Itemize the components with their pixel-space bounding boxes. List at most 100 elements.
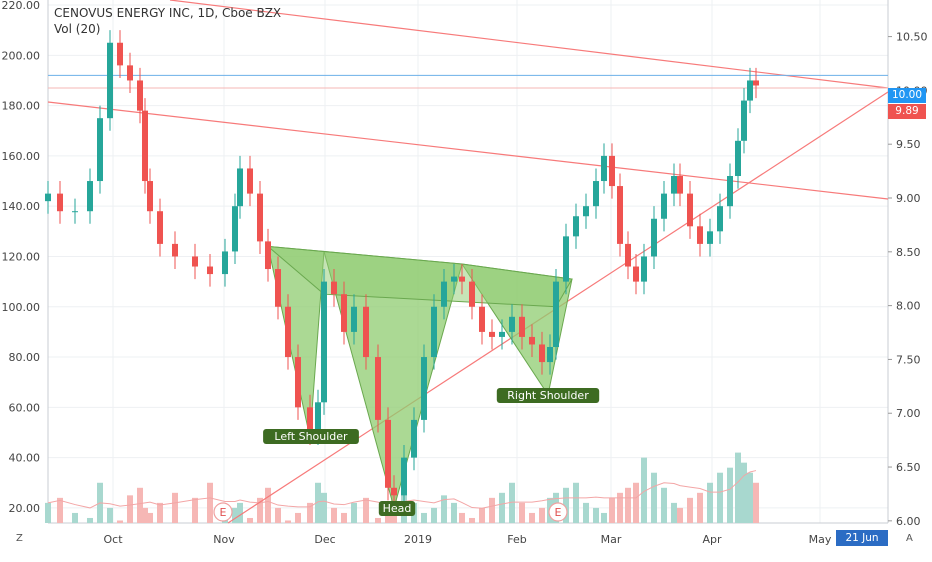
- volume-bar: [563, 487, 569, 523]
- volume-bar: [519, 502, 525, 523]
- last-price-tag: 10.00: [888, 88, 926, 103]
- candle-body: [553, 281, 559, 347]
- left-axis-tick-label: 120.00: [2, 250, 41, 263]
- head-label-bg: [378, 501, 416, 516]
- candle-body: [87, 181, 93, 212]
- price-chart[interactable]: 220.00 200.00 180.00 160.00 140.00 120.00 100.…: [0, 0, 932, 550]
- right-axis-tick-label: 9.00: [896, 192, 921, 205]
- volume-bar: [641, 457, 647, 523]
- candle-body: [741, 100, 747, 141]
- volume-bar: [375, 517, 381, 523]
- volume-bar: [172, 492, 178, 523]
- left-axis-tick-label: 40.00: [9, 452, 41, 465]
- candle-body: [459, 276, 465, 282]
- zoom-button[interactable]: Z: [16, 533, 23, 544]
- candle-body: [331, 281, 337, 295]
- volume-bar: [232, 507, 238, 523]
- candle-body: [625, 243, 631, 267]
- right-axis-tick-label: 7.00: [896, 407, 921, 420]
- volume-indicator-label[interactable]: Vol (20): [54, 22, 101, 36]
- candle-body: [661, 193, 667, 219]
- candle-body: [583, 206, 589, 217]
- candle-body: [295, 357, 301, 408]
- volume-bar: [45, 502, 51, 523]
- volume-bar: [617, 492, 623, 523]
- right-shoulder-label-text: Right Shoulder: [507, 389, 589, 402]
- candle-body: [593, 181, 599, 207]
- left-axis-tick-label: 200.00: [2, 49, 41, 62]
- candle-body: [207, 266, 213, 275]
- candle-body: [707, 231, 713, 244]
- volume-bar: [247, 517, 253, 523]
- left-axis-tick-label: 20.00: [9, 502, 41, 515]
- right-axis-tick-label: 9.50: [896, 138, 921, 151]
- candle-body: [157, 211, 163, 244]
- candle-body: [547, 346, 553, 363]
- volume-bar: [479, 507, 485, 523]
- volume-bar: [57, 497, 63, 523]
- candle-body: [247, 168, 253, 194]
- volume-bar: [529, 512, 535, 523]
- volume-bar: [651, 472, 657, 523]
- volume-bar: [127, 495, 133, 523]
- left-axis-tick-label: 100.00: [2, 301, 41, 314]
- candle-body: [72, 211, 78, 213]
- candle-body: [479, 306, 485, 332]
- candle-body: [257, 193, 263, 242]
- volume-bar: [275, 507, 281, 523]
- candle-body: [232, 206, 238, 252]
- candle-body: [509, 316, 515, 332]
- candle-body: [421, 357, 427, 420]
- earnings-marker-circle: [548, 502, 568, 522]
- candle-body: [529, 336, 535, 345]
- candle-body: [411, 419, 417, 458]
- volume-bar: [257, 497, 263, 523]
- candle-body: [385, 419, 391, 488]
- earnings-marker-text: E: [555, 506, 562, 519]
- candle-body: [697, 226, 703, 244]
- volume-bar: [707, 482, 713, 523]
- candle-body: [375, 357, 381, 420]
- volume-bar: [363, 497, 369, 523]
- candle-body: [441, 281, 447, 307]
- left-axis-tick-label: 80.00: [9, 351, 41, 364]
- x-axis-tick-label: May: [809, 533, 832, 546]
- head-label-text: Head: [383, 502, 412, 515]
- candle-body: [641, 256, 647, 282]
- candle-body: [735, 140, 741, 177]
- candle-body: [265, 241, 271, 270]
- volume-bar: [459, 512, 465, 523]
- prev-price-tag: 9.89: [888, 104, 926, 119]
- volume-bar: [633, 482, 639, 523]
- earnings-marker: E: [213, 502, 233, 522]
- candle-body: [451, 276, 457, 282]
- earnings-marker-text: E: [220, 506, 227, 519]
- x-axis-tick-label: Feb: [507, 533, 526, 546]
- candle-body: [563, 236, 569, 282]
- candles: [45, 30, 759, 508]
- earnings-marker-circle: [213, 502, 233, 522]
- left-axis-tick-label: 180.00: [2, 100, 41, 113]
- volume-bar: [625, 487, 631, 523]
- candle-body: [469, 281, 475, 307]
- head-and-shoulders-pattern: [266, 245, 573, 510]
- candle-body: [717, 206, 723, 232]
- right-shoulder-label-bg: [496, 388, 600, 403]
- volume-bar: [157, 502, 163, 523]
- volume-bar: [295, 512, 301, 523]
- x-axis-tick-label: Apr: [702, 533, 722, 546]
- crosshair-date-tag: 21 Jun '19: [836, 530, 888, 560]
- volume-bar: [341, 512, 347, 523]
- candle-body: [573, 216, 579, 237]
- left-axis-tick-label: 160.00: [2, 150, 41, 163]
- candle-body: [539, 344, 545, 363]
- volume-bar: [727, 467, 733, 523]
- volume-bar: [583, 502, 589, 523]
- volume-bar: [147, 512, 153, 523]
- volume-bar: [601, 512, 607, 523]
- candle-body: [351, 306, 357, 332]
- auto-scale-button[interactable]: A: [906, 533, 913, 544]
- volume-bar: [192, 497, 198, 523]
- volume-bar: [351, 502, 357, 523]
